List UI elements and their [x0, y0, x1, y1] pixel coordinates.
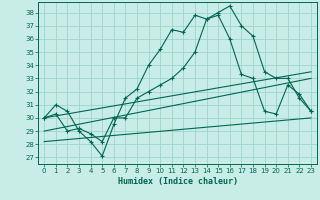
X-axis label: Humidex (Indice chaleur): Humidex (Indice chaleur)	[118, 177, 238, 186]
